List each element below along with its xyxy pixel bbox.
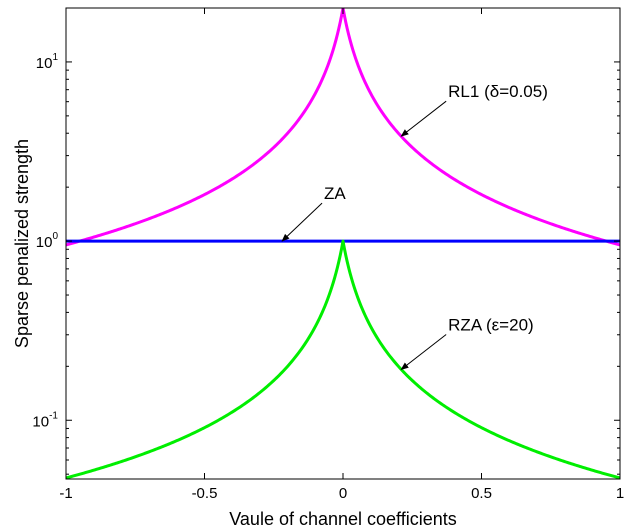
annotation-label-rl1: RL1 (δ=0.05) xyxy=(448,82,548,101)
series-line-rza xyxy=(66,239,620,479)
x-tick-label: -1 xyxy=(59,485,72,502)
annotation-label-za: ZA xyxy=(324,184,346,203)
annotations: RL1 (δ=0.05) ZA RZA (ε=20) xyxy=(281,82,548,370)
y-tick-label: 101 xyxy=(36,52,59,72)
annotation-arrow-rza xyxy=(400,334,447,370)
series-line-rl1 xyxy=(66,8,620,247)
y-tick-label: 100 xyxy=(36,231,59,251)
x-tick-label: 0 xyxy=(339,485,347,502)
y-axis-label: Sparse penalized strength xyxy=(12,139,32,348)
annotation-arrow-za xyxy=(281,202,323,242)
plot-lines xyxy=(66,8,620,479)
y-tick-label: 10-1 xyxy=(32,410,58,430)
x-tick-label: 0.5 xyxy=(471,485,492,502)
x-tick-label: 1 xyxy=(616,485,624,502)
annotation-label-rza: RZA (ε=20) xyxy=(448,315,534,334)
axis-ticks: -1 -0.5 0 0.5 1 10-1 100 101 xyxy=(32,8,624,502)
annotation-arrow-rl1 xyxy=(400,100,447,137)
x-tick-label: -0.5 xyxy=(192,485,218,502)
x-axis-label: Vaule of channel coefficients xyxy=(229,509,457,529)
